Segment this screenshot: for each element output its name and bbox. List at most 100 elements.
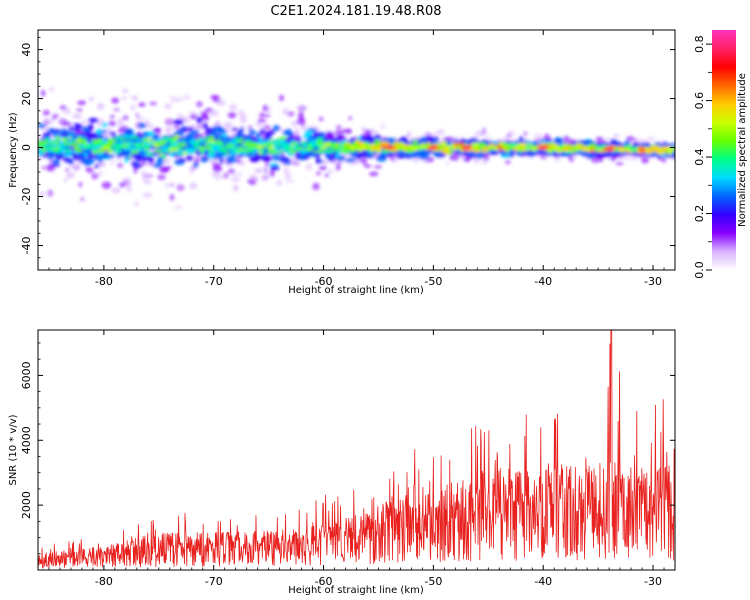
heatmap-x-tick-label: -40 bbox=[534, 275, 552, 288]
heatmap-cell bbox=[316, 171, 322, 176]
heatmap-cell bbox=[171, 142, 178, 146]
heatmap-y-ticks: 40 20 0 -20 -40 bbox=[20, 36, 675, 271]
heatmap-cell bbox=[326, 152, 331, 158]
heatmap-cell bbox=[63, 122, 73, 126]
heatmap-cell bbox=[68, 126, 75, 131]
heatmap-cell bbox=[164, 158, 171, 163]
heatmap-cell bbox=[285, 146, 294, 149]
heatmap-cell bbox=[78, 139, 87, 144]
heatmap-cell bbox=[170, 151, 177, 155]
heatmap-cell bbox=[525, 144, 531, 149]
heatmap-cell bbox=[182, 94, 191, 100]
heatmap-cell bbox=[265, 160, 270, 167]
heatmap-cell bbox=[198, 142, 206, 147]
heatmap-cell bbox=[626, 136, 635, 142]
heatmap-cell bbox=[565, 145, 574, 149]
heatmap-cell bbox=[227, 111, 237, 119]
heatmap-cell bbox=[218, 148, 226, 151]
heatmap-cell bbox=[62, 157, 72, 163]
heatmap-cell bbox=[493, 141, 498, 144]
heatmap-x-tick-label: -30 bbox=[644, 275, 662, 288]
heatmap-cell bbox=[382, 149, 390, 154]
heatmap-cell bbox=[160, 139, 168, 145]
heatmap-cell bbox=[214, 140, 222, 145]
heatmap-cell bbox=[646, 136, 656, 143]
heatmap-cell bbox=[238, 146, 244, 151]
heatmap-cell bbox=[345, 158, 356, 163]
heatmap-cell bbox=[230, 177, 240, 182]
heatmap-cell bbox=[144, 147, 150, 151]
heatmap-cell bbox=[114, 144, 123, 149]
heatmap-cell bbox=[319, 147, 327, 150]
heatmap-cell bbox=[661, 149, 666, 152]
heatmap-cell bbox=[289, 149, 297, 154]
snr-x-tick-label: -30 bbox=[644, 575, 662, 588]
heatmap-cell bbox=[142, 172, 148, 181]
colorbar-tick-label: 0.2 bbox=[693, 205, 706, 223]
heatmap-cell bbox=[283, 143, 288, 148]
heatmap-peak bbox=[539, 146, 547, 150]
heatmap-cell bbox=[248, 129, 256, 135]
heatmap-cell bbox=[212, 164, 223, 173]
heatmap-cell bbox=[262, 104, 269, 112]
heatmap-cell bbox=[98, 156, 103, 164]
heatmap-cell bbox=[145, 122, 154, 129]
heatmap-cell bbox=[325, 132, 335, 140]
heatmap-cell bbox=[76, 147, 81, 151]
heatmap-cell bbox=[114, 108, 120, 112]
heatmap-cell bbox=[123, 149, 132, 155]
heatmap-cell bbox=[176, 184, 185, 192]
snr-plot-area bbox=[38, 330, 675, 570]
heatmap-cell bbox=[91, 172, 99, 180]
heatmap-cell bbox=[175, 97, 183, 103]
heatmap-cell bbox=[126, 184, 133, 192]
heatmap-cell bbox=[235, 158, 242, 164]
heatmap-cell bbox=[624, 149, 630, 153]
heatmap-cell bbox=[471, 144, 475, 148]
heatmap-cell bbox=[85, 144, 92, 150]
heatmap-cell bbox=[394, 144, 402, 147]
heatmap-cell bbox=[239, 114, 247, 119]
heatmap-cell bbox=[506, 132, 512, 139]
heatmap-cell bbox=[446, 141, 453, 146]
snr-y-tick-label: 4000 bbox=[20, 426, 33, 454]
heatmap-cell bbox=[481, 156, 489, 165]
heatmap-cell bbox=[111, 187, 121, 194]
heatmap-cell bbox=[278, 94, 285, 102]
heatmap-cell bbox=[239, 116, 247, 124]
heatmap-cell bbox=[77, 136, 83, 140]
snr-y-tick-label: 6000 bbox=[20, 361, 33, 389]
heatmap-cell bbox=[98, 163, 106, 168]
heatmap-cell bbox=[191, 129, 200, 135]
heatmap-cell bbox=[270, 129, 275, 135]
heatmap-cell bbox=[412, 140, 419, 144]
heatmap-cell bbox=[183, 136, 189, 141]
heatmap-cell bbox=[138, 102, 146, 107]
heatmap-cell bbox=[200, 158, 208, 163]
heatmap-cell bbox=[272, 124, 281, 132]
heatmap-cell bbox=[223, 146, 228, 149]
heatmap-cell bbox=[237, 110, 246, 116]
heatmap-x-tick-label: -50 bbox=[424, 275, 442, 288]
heatmap-cell bbox=[484, 134, 492, 141]
heatmap-peak bbox=[462, 146, 470, 150]
heatmap-cell bbox=[164, 143, 171, 146]
heatmap-cell bbox=[327, 169, 334, 174]
heatmap-cell bbox=[130, 150, 139, 154]
heatmap-cell bbox=[444, 161, 451, 165]
heatmap-cell bbox=[133, 140, 137, 144]
heatmap-y-tick-label: -40 bbox=[20, 237, 33, 255]
heatmap-peak bbox=[429, 146, 437, 150]
heatmap-cell bbox=[121, 144, 130, 148]
heatmap-cell bbox=[96, 128, 101, 136]
heatmap-cell bbox=[164, 118, 175, 126]
heatmap-cell bbox=[506, 147, 512, 152]
heatmap-cell bbox=[41, 165, 48, 170]
heatmap-cell bbox=[72, 113, 82, 119]
heatmap-cell bbox=[133, 166, 138, 174]
heatmap-cell bbox=[111, 138, 116, 143]
heatmap-cell bbox=[234, 172, 244, 177]
heatmap-cell bbox=[183, 148, 189, 152]
heatmap-y-tick-label: -20 bbox=[20, 188, 33, 206]
